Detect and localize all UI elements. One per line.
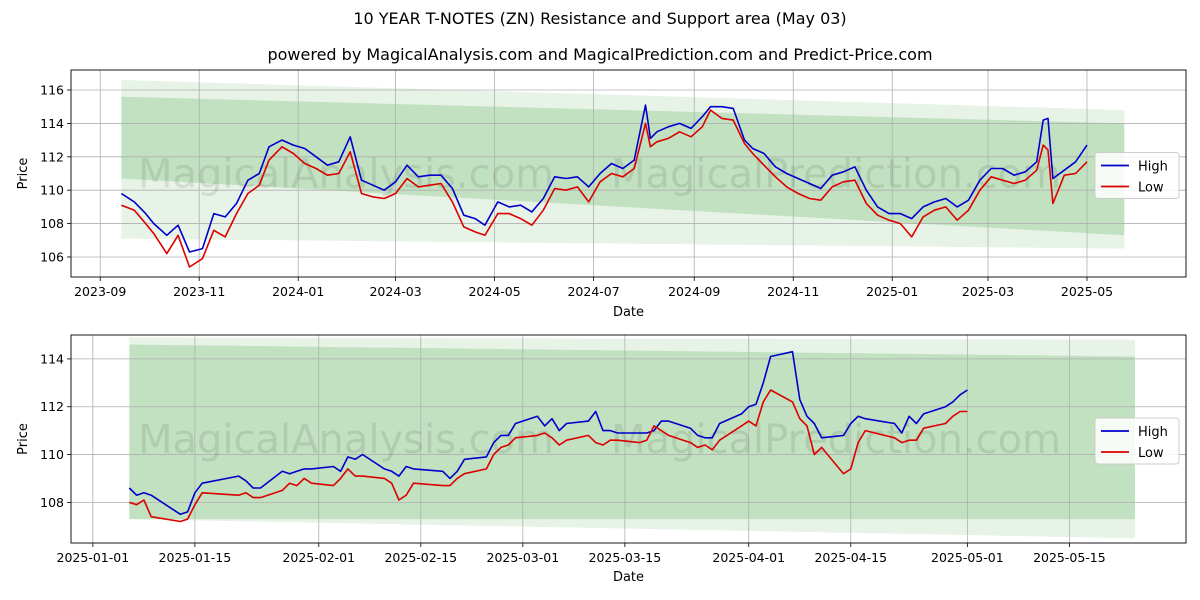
x-tick-label: 2024-09 [668, 284, 720, 299]
x-tick-label: 2023-11 [173, 284, 225, 299]
y-tick-label: 108 [40, 495, 64, 510]
chart-subtitle: powered by MagicalAnalysis.com and Magic… [267, 45, 933, 64]
watermark-text: MagicalPrediction.com [611, 417, 1061, 463]
chart-panel-2: 2025-01-01 2025-01-15 2025-02-01 2025-02-15… [16, 334, 1187, 585]
x-tick-label: 2024-11 [767, 284, 819, 299]
x-tick-label: 2025-04-01 [712, 550, 785, 565]
chart-panel-1: 2023-09 2023-11 2024-01 2024-03 2024-05 2024-… [16, 69, 1187, 320]
x-tick-label: 2025-04-15 [814, 550, 887, 565]
x-tick-label: 2024-05 [468, 284, 520, 299]
y-tick-label: 108 [40, 216, 64, 231]
chart-title: 10 YEAR T-NOTES (ZN) Resistance and Supp… [353, 9, 847, 28]
y-tick-label: 112 [40, 399, 64, 414]
x-tick-label: 2025-02-01 [282, 550, 355, 565]
plot-frame [70, 69, 1187, 278]
y-tick-label: 106 [40, 249, 64, 264]
legend-label-high: High [1138, 160, 1168, 175]
y-axis-label: Price [16, 423, 31, 455]
x-tick-label: 2024-07 [567, 284, 619, 299]
legend: High Low [1094, 152, 1180, 199]
series-line-low [129, 389, 968, 523]
x-tick-label: 2024-01 [272, 284, 324, 299]
x-tick-label: 2025-03-01 [487, 550, 560, 565]
resistance-support-band-inner [129, 344, 1135, 520]
resistance-support-band-outer [129, 337, 1135, 539]
x-tick-label: 2025-03-15 [589, 550, 662, 565]
series-line-high [128, 350, 968, 516]
y-tick-label: 110 [40, 183, 64, 198]
watermark-group: MagicalAnalysis.com MagicalPrediction.com [138, 417, 1061, 463]
series-group [120, 104, 1088, 268]
y-tick-label: 112 [40, 149, 64, 164]
resistance-support-band-outer [121, 80, 1125, 249]
band-group [129, 337, 1135, 539]
x-axis-label: Date [613, 570, 644, 585]
series-group [128, 350, 968, 523]
series-line-high [120, 104, 1088, 253]
watermark-text: MagicalAnalysis.com [138, 417, 554, 463]
legend-label-low: Low [1138, 181, 1164, 196]
x-axis-label: Date [613, 305, 644, 320]
plot-frame [70, 334, 1187, 544]
y-tick-label: 114 [40, 351, 64, 366]
legend: High Low [1094, 417, 1180, 465]
y-tick-label: 116 [40, 83, 64, 98]
y-tick-label: 110 [40, 447, 64, 462]
x-tick-label: 2025-05-15 [1033, 550, 1106, 565]
x-tick-label: 2025-03 [962, 284, 1014, 299]
x-tick-label: 2023-09 [74, 284, 126, 299]
x-tick-label: 2025-01-15 [159, 550, 232, 565]
x-tick-label: 2024-03 [369, 284, 421, 299]
y-tick-label: 114 [40, 116, 64, 131]
x-tick-label: 2025-01 [866, 284, 918, 299]
x-tick-label: 2025-02-15 [384, 550, 457, 565]
y-axis-label: Price [16, 158, 31, 190]
legend-label-high: High [1138, 425, 1168, 440]
x-tick-label: 2025-01-01 [57, 550, 130, 565]
series-line-low [121, 109, 1088, 268]
x-tick-label: 2025-05 [1061, 284, 1113, 299]
legend-label-low: Low [1138, 446, 1164, 461]
x-tick-label: 2025-05-01 [931, 550, 1004, 565]
